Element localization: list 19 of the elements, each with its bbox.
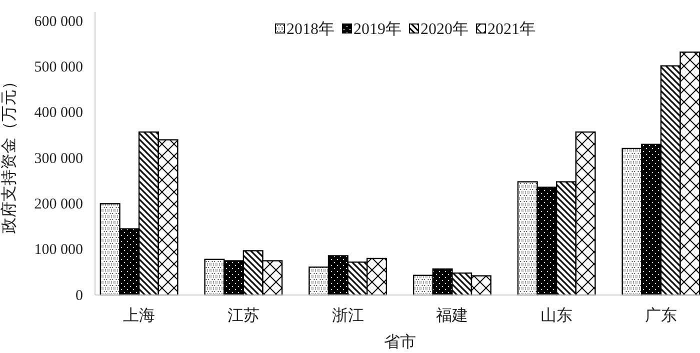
x-axis-title: 省市 bbox=[384, 333, 416, 351]
y-tick-label: 400 000 bbox=[34, 105, 83, 122]
x-tick-label: 广东 bbox=[644, 306, 677, 324]
y-tick-label: 500 000 bbox=[34, 60, 83, 76]
y-tick-label: 100 000 bbox=[34, 242, 83, 258]
legend-label: 2020年 bbox=[420, 21, 468, 38]
legend-label: 2021年 bbox=[488, 21, 536, 38]
y-tick-label: 300 000 bbox=[34, 150, 83, 167]
x-tick-label: 上海 bbox=[123, 306, 156, 324]
y-tick-label: 200 000 bbox=[34, 196, 83, 213]
x-tick-label: 江苏 bbox=[227, 306, 260, 324]
y-axis-title: 政府支持资金（万元） bbox=[0, 74, 18, 234]
legend-label: 2019年 bbox=[354, 21, 402, 38]
y-tick-label: 600 000 bbox=[34, 14, 83, 30]
legend-label: 2018年 bbox=[286, 21, 334, 38]
x-tick-label: 福建 bbox=[436, 306, 468, 324]
y-tick-label: 0 bbox=[76, 288, 83, 304]
x-tick-label: 山东 bbox=[540, 306, 573, 324]
x-tick-label: 浙江 bbox=[332, 306, 364, 324]
